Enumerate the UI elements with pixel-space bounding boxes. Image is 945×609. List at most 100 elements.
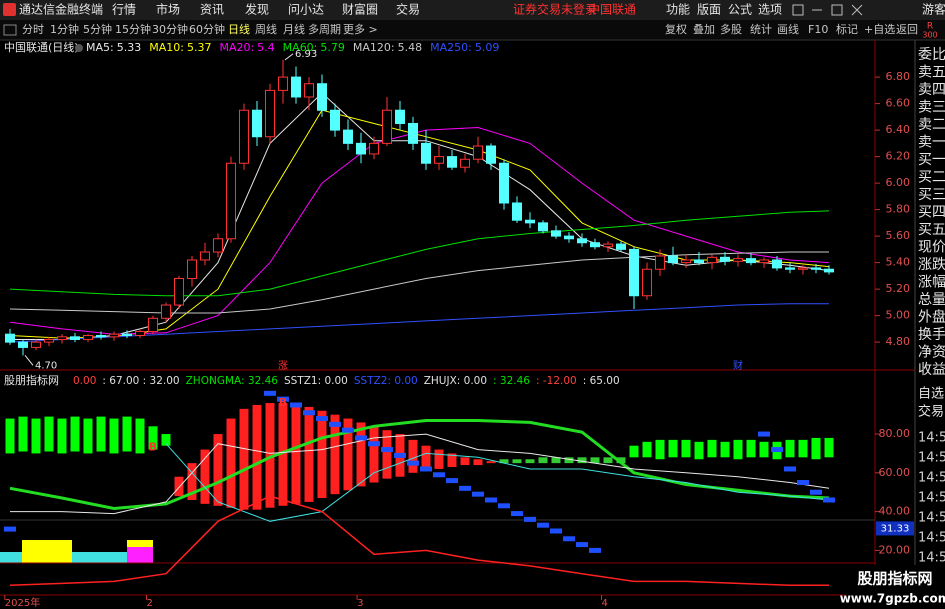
toolbar-icon[interactable] — [3, 24, 17, 36]
step-block — [758, 431, 770, 437]
legend-name: MA5: — [86, 41, 114, 54]
menu-item[interactable]: 行情 — [112, 3, 136, 17]
menu-item[interactable]: 问小达 — [288, 3, 324, 17]
candle-body — [96, 334, 106, 338]
panel-label[interactable]: 交易 — [918, 404, 944, 420]
candle-body — [369, 142, 379, 155]
candle-body — [460, 158, 470, 168]
step-block — [394, 452, 406, 458]
menu-item[interactable]: 资讯 — [200, 3, 224, 17]
action-button[interactable]: 统计 — [750, 23, 772, 36]
candle-body — [668, 255, 678, 264]
candle-body — [57, 336, 67, 340]
menu-tool[interactable]: 公式 — [728, 3, 752, 17]
maximize-button[interactable] — [831, 4, 843, 16]
x-tick-label: 2 — [147, 598, 153, 609]
period-button[interactable]: 5分钟 — [83, 22, 112, 36]
period-button[interactable]: 1分钟 — [50, 22, 79, 36]
signal-blocks — [0, 540, 875, 564]
candle-body — [655, 255, 665, 270]
period-button[interactable]: 15分钟 — [115, 22, 151, 36]
menu-item[interactable]: 发现 — [245, 2, 269, 17]
action-button[interactable]: 叠加 — [693, 23, 715, 36]
histogram-bar — [31, 418, 41, 454]
candle-body — [629, 248, 639, 297]
period-button[interactable]: 分时 — [22, 23, 44, 36]
period-button[interactable]: 周线 — [255, 22, 277, 36]
action-button[interactable]: 画线 — [777, 22, 799, 36]
ma-line — [9, 210, 830, 297]
annotation: 6.93 — [295, 49, 317, 60]
histogram-bar — [44, 416, 54, 452]
panel-label: 14:56 — [918, 451, 945, 466]
histogram-bar — [382, 430, 392, 479]
badge: R — [927, 22, 933, 32]
candle-body — [304, 83, 314, 98]
histogram-bar — [343, 418, 353, 491]
menu-item[interactable]: 交易 — [396, 2, 420, 17]
histogram-bar — [668, 439, 678, 458]
histogram-bar — [356, 422, 366, 487]
step-block — [498, 503, 510, 509]
window-button[interactable] — [792, 4, 804, 16]
histogram-bar — [161, 434, 171, 446]
quote-label: 买二 — [918, 170, 945, 186]
histogram-bar — [447, 453, 457, 468]
y-tick-label: 60.00 — [879, 466, 911, 479]
histogram-bar — [5, 418, 15, 454]
menu-tool[interactable]: 功能 — [666, 3, 690, 17]
period-button[interactable]: 日线 — [228, 22, 250, 36]
app-logo — [3, 3, 16, 16]
histogram-bar — [603, 457, 613, 464]
histogram-bar — [499, 459, 509, 464]
action-button[interactable]: +自选 — [864, 23, 895, 36]
y-tick-label: 20.00 — [879, 543, 911, 556]
step-block — [576, 542, 588, 548]
close-button[interactable] — [851, 4, 863, 16]
candle-body — [83, 334, 93, 340]
histogram-bar — [187, 463, 197, 500]
histogram-bar — [148, 426, 158, 450]
candle-body — [512, 202, 522, 221]
menu-item[interactable]: 财富圈 — [342, 2, 378, 17]
menu-item[interactable]: 市场 — [156, 2, 180, 17]
candle-body — [642, 268, 652, 297]
histogram-bar — [434, 449, 444, 469]
candle-body — [109, 333, 119, 338]
user-label[interactable]: 游客 — [922, 2, 945, 17]
histogram-bar — [551, 457, 561, 464]
candle-body — [200, 251, 210, 261]
login-status[interactable]: 证券交易未登录 — [513, 2, 597, 17]
more-button[interactable]: 更多 > — [343, 22, 378, 36]
menu-tool[interactable]: 选项 — [758, 3, 782, 17]
candle-body — [395, 109, 405, 124]
action-button[interactable]: 多股 — [720, 22, 742, 36]
step-block — [446, 478, 458, 484]
ma-line — [9, 251, 829, 314]
event-marker[interactable]: 涨 — [278, 360, 288, 372]
panel-label[interactable]: 自选 — [918, 387, 944, 402]
menu-bar — [0, 0, 945, 20]
period-button[interactable]: 30分钟 — [152, 22, 188, 36]
event-marker[interactable]: 财 — [733, 359, 743, 372]
action-button[interactable]: 返回 — [896, 23, 918, 36]
indicator-value: SSTZ2: 0.00 — [354, 375, 418, 387]
action-button[interactable]: 复权 — [665, 22, 687, 36]
y-tick-label: 6.40 — [886, 123, 911, 136]
menu-tool[interactable]: 版面 — [697, 3, 721, 17]
period-button[interactable]: 60分钟 — [189, 22, 225, 36]
settings-icon[interactable] — [75, 44, 83, 52]
period-button[interactable]: 多周期 — [308, 22, 341, 36]
histogram-bar — [135, 418, 145, 454]
histogram-bar — [681, 439, 691, 458]
annotation: 4.70 — [35, 360, 57, 371]
candle-body — [174, 278, 184, 306]
action-button[interactable]: 标记 — [836, 22, 858, 36]
step-block — [290, 402, 302, 408]
histogram-bar — [720, 441, 730, 458]
action-button[interactable]: F10 — [808, 23, 828, 36]
login-status[interactable]: 中国联通 — [588, 2, 636, 17]
period-button[interactable]: 月线 — [283, 22, 305, 36]
indicator-value: : -12.00 — [536, 375, 577, 387]
histogram-bar — [486, 461, 496, 464]
